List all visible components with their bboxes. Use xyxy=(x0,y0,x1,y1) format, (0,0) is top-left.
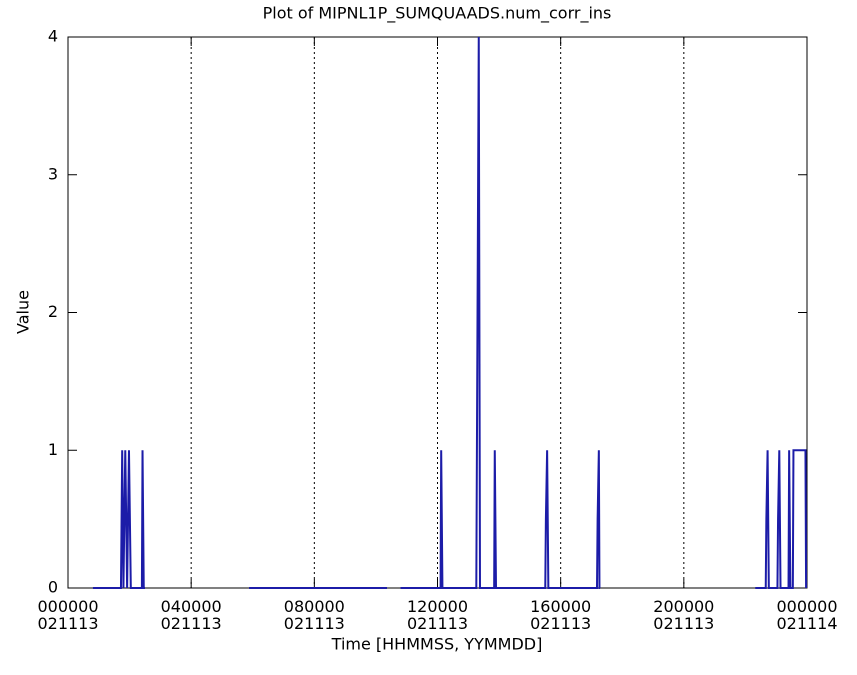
x-tick-label-line: 021113 xyxy=(37,614,98,633)
x-axis-label: Time [HHMMSS, YYMMDD] xyxy=(331,635,543,654)
x-tick-label-line: 021113 xyxy=(653,614,714,633)
x-tick-label: 000000 021114 xyxy=(776,597,837,633)
y-tick-label: 4 xyxy=(48,27,58,46)
y-tick-label: 3 xyxy=(48,164,58,183)
y-axis-label: Value xyxy=(14,290,33,334)
x-tick-label: 000000 021113 xyxy=(37,597,98,633)
x-tick-label-line: 021113 xyxy=(530,614,591,633)
data-line xyxy=(92,36,808,589)
y-tick-label: 1 xyxy=(48,440,58,459)
x-tick-label-line: 080000 xyxy=(284,597,345,616)
x-tick-label-line: 120000 xyxy=(407,597,468,616)
x-tick-label-line: 021114 xyxy=(776,614,837,633)
x-tick-label: 200000 021113 xyxy=(653,597,714,633)
x-tick-label-line: 040000 xyxy=(161,597,222,616)
x-tick-label: 040000 021113 xyxy=(161,597,222,633)
x-tick-label: 160000 021113 xyxy=(530,597,591,633)
x-tick-label: 080000 021113 xyxy=(284,597,345,633)
x-tick-label-line: 021113 xyxy=(161,614,222,633)
x-tick-label-line: 160000 xyxy=(530,597,591,616)
y-tick-label: 0 xyxy=(48,578,58,597)
x-tick-label-line: 200000 xyxy=(653,597,714,616)
x-tick-label-line: 000000 xyxy=(37,597,98,616)
y-tick-label: 2 xyxy=(48,302,58,321)
chart-title: Plot of MIPNL1P_SUMQUAADS.num_corr_ins xyxy=(263,4,612,24)
x-tick-label-line: 000000 xyxy=(776,597,837,616)
x-tick-label: 120000 021113 xyxy=(407,597,468,633)
x-tick-label-line: 021113 xyxy=(284,614,345,633)
x-tick-label-line: 021113 xyxy=(407,614,468,633)
